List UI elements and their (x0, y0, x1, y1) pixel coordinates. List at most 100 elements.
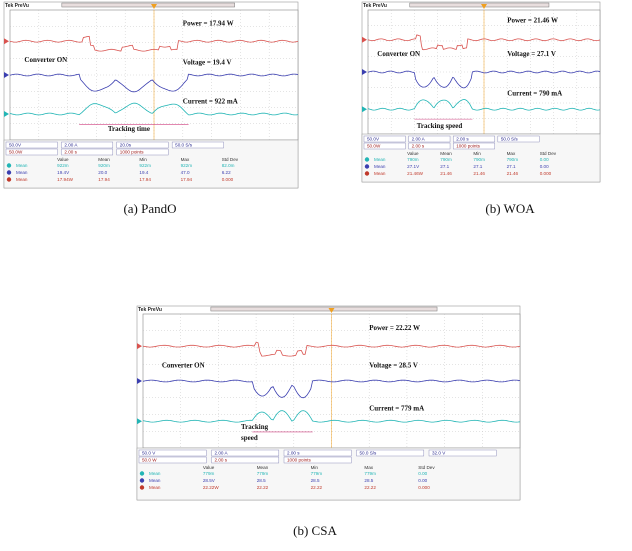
row-badge (7, 170, 11, 174)
table-cell: 790m (507, 157, 519, 162)
table-cell: Mean (374, 157, 386, 162)
table-header: Max (507, 151, 516, 156)
table-cell: 0.000 (540, 171, 552, 176)
table-cell: 27.1 (507, 164, 516, 169)
annotation: Tracking speed (417, 122, 463, 130)
table-cell: Mean (149, 485, 161, 490)
setting: 1000 points (120, 150, 144, 155)
row-badge (365, 171, 369, 175)
setting: 2.00 s (412, 144, 425, 149)
table-cell: Mean (16, 170, 28, 175)
table-cell: Mean (149, 478, 161, 483)
table-cell: 28.5 (311, 478, 320, 483)
scope-brand: Tek PreVu (138, 307, 162, 313)
table-header: Std Dev (418, 465, 435, 470)
table-cell: 17.94 (181, 177, 193, 182)
table-cell: 922m (139, 163, 151, 168)
annotation: Current = 790 mA (507, 90, 562, 98)
table-cell: 922m (181, 163, 193, 168)
annotation: Converter ON (377, 50, 420, 58)
table-cell: 47.0 (181, 170, 190, 175)
scope-panel: Tek PreVu Power = 17.94 W Converter ON Volt… (4, 2, 298, 216)
annotation: Converter ON (162, 362, 205, 370)
table-header: Max (181, 157, 190, 162)
annotation: Voltage = 27.1 V (507, 50, 556, 58)
table-cell: 0.00 (418, 478, 427, 483)
table-cell: 922m (57, 163, 69, 168)
table-cell: 20.0 (98, 170, 107, 175)
table-cell: 0.000 (418, 485, 430, 490)
table-cell: 22.22 (311, 485, 323, 490)
table-header: Min (139, 157, 147, 162)
table-header: Std Dev (540, 151, 557, 156)
caption: (a) PandO (123, 201, 176, 216)
table-cell: 0.00 (540, 157, 549, 162)
annotation: speed (241, 434, 258, 442)
table-cell: 790m (440, 157, 452, 162)
table-cell: 790m (473, 157, 485, 162)
setting: 50.0V (367, 137, 380, 142)
table-cell: 22.22 (364, 485, 376, 490)
table-cell: 0.000 (222, 177, 234, 182)
table-cell: 28.5V (203, 478, 216, 483)
table-cell: 920m (98, 163, 110, 168)
table-cell: Mean (374, 164, 386, 169)
table-cell: 17.94W (57, 177, 73, 182)
scope-brand: Tek PreVu (5, 3, 29, 9)
setting: 50.0 W (142, 458, 157, 463)
setting: 2.00 s (287, 451, 300, 456)
table-cell: 28.5 (364, 478, 373, 483)
table-header: Std Dev (222, 157, 239, 162)
table-header: Max (364, 465, 373, 470)
table-cell: 27.1 (440, 164, 449, 169)
table-cell: 19.4V (57, 170, 70, 175)
table-cell: 779m (203, 471, 215, 476)
table-cell: Mean (149, 471, 161, 476)
setting: 2.00 s (456, 137, 469, 142)
caption: (b) CSA (293, 523, 337, 538)
row-badge (365, 164, 369, 168)
setting: 2.00 s (64, 150, 77, 155)
setting: 1000 points (456, 144, 480, 149)
table-cell: 17.94 (139, 177, 151, 182)
table-header: Min (311, 465, 319, 470)
table-cell: 779m (257, 471, 269, 476)
scope-brand: Tek PreVu (363, 3, 387, 9)
scope-panel: Tek PreVuPower = 22.22 WConverter ONVolt… (137, 306, 520, 538)
table-header: Mean (440, 151, 452, 156)
setting: 2.00 A (412, 137, 426, 142)
table-cell: 27.1V (407, 164, 420, 169)
setting: 2.00 A (215, 451, 229, 456)
setting: 50.0W (9, 150, 23, 155)
record-bar (410, 3, 549, 7)
row-badge (7, 177, 11, 181)
table-header: Min (473, 151, 481, 156)
table-cell: 28.5 (257, 478, 266, 483)
table-cell: 6.22 (222, 170, 231, 175)
annotation: Power = 17.94 W (183, 20, 234, 28)
row-badge (140, 471, 144, 475)
setting: 50.0 V (142, 451, 156, 456)
annotation: Voltage = 19.4 V (183, 59, 232, 67)
table-cell: Mean (374, 171, 386, 176)
setting: 32.0 V (432, 451, 446, 456)
annotation: Converter ON (24, 56, 67, 64)
table-cell: 22.22 (257, 485, 269, 490)
table-cell: 19.4 (139, 170, 148, 175)
table-cell: 22.22W (203, 485, 219, 490)
table-cell: 779m (364, 471, 376, 476)
table-header: Mean (257, 465, 269, 470)
setting: 20.0s (120, 143, 132, 148)
setting: 50.0W (367, 144, 381, 149)
table-cell: 21.46W (407, 171, 423, 176)
table-cell: 17.94 (98, 177, 110, 182)
setting: 50.0 S/s (501, 137, 519, 142)
table-cell: 0.00 (540, 164, 549, 169)
setting: 2.00 s (215, 458, 228, 463)
setting: 50.0 S/s (360, 451, 378, 456)
table-header: Mean (98, 157, 110, 162)
row-badge (140, 478, 144, 482)
table-cell: 21.46 (473, 171, 485, 176)
table-cell: Mean (16, 163, 28, 168)
